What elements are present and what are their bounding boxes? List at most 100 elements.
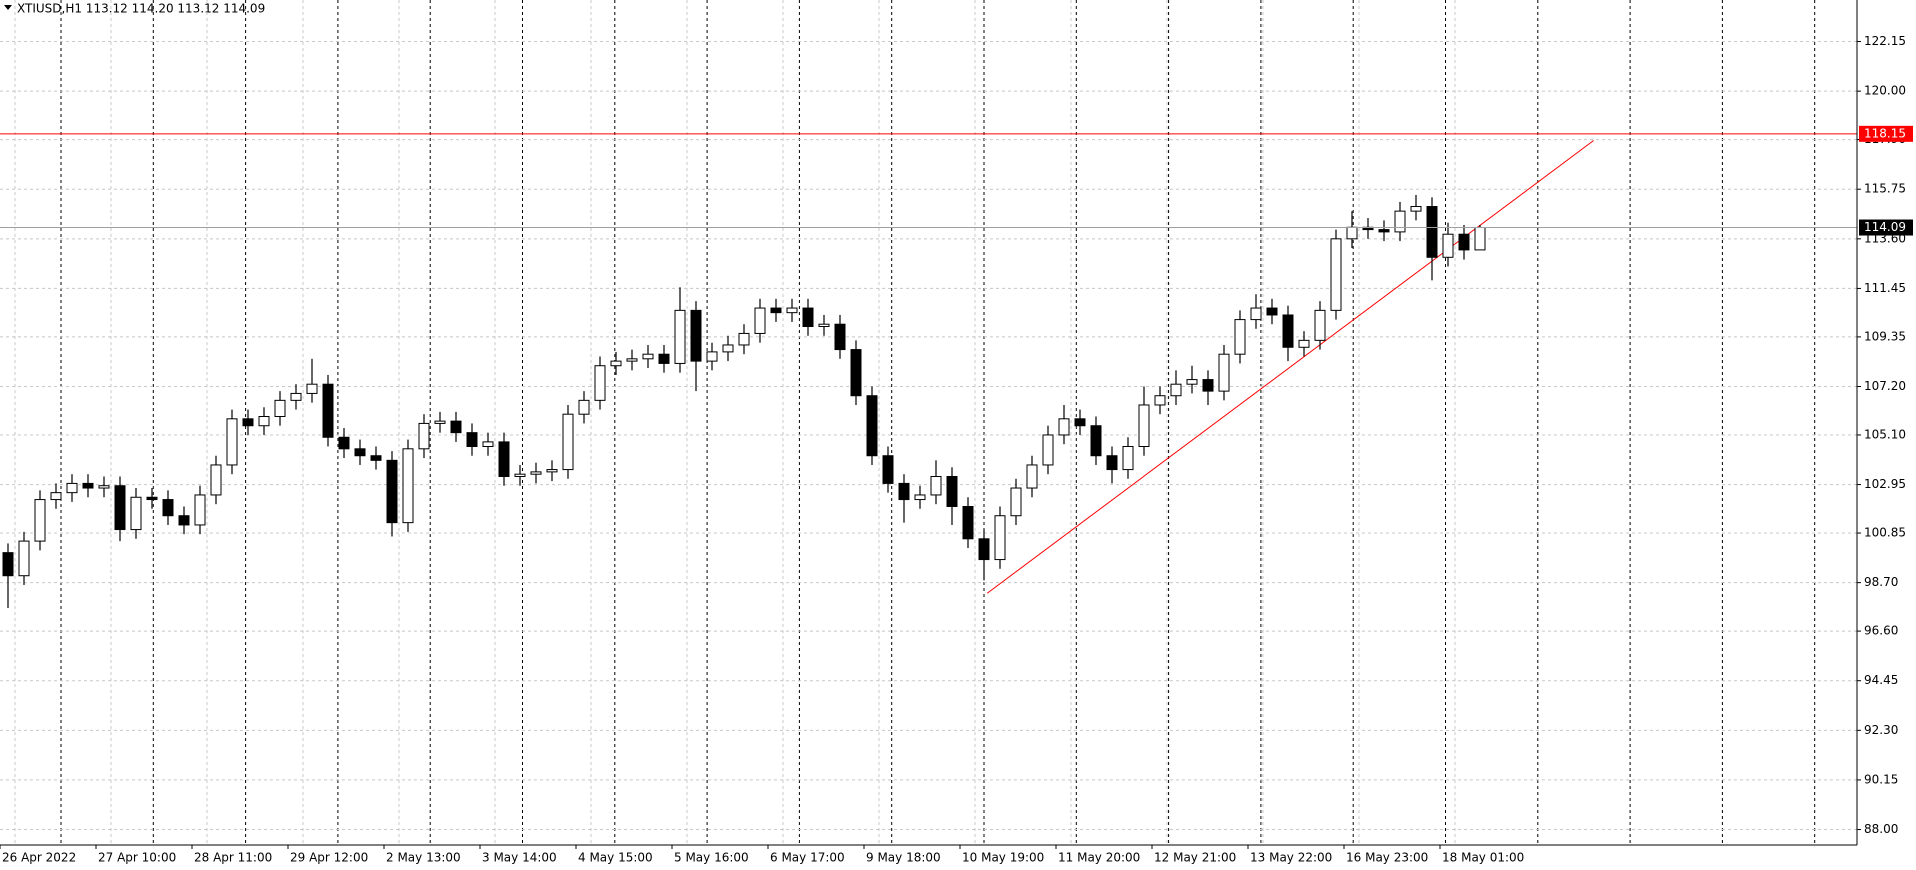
x-tick-label: 27 Apr 10:00 (98, 851, 176, 865)
candle-body (386, 459, 398, 524)
x-tick-label: 12 May 21:00 (1154, 851, 1236, 865)
candle-body (1026, 464, 1038, 489)
x-tick-label: 29 Apr 12:00 (290, 851, 368, 865)
candle-body (514, 473, 526, 477)
candle-body (994, 515, 1006, 561)
candle-body (530, 471, 542, 475)
candle-body (1266, 307, 1278, 316)
candle-body (418, 422, 430, 450)
candle-body (1218, 353, 1230, 392)
candle-body (114, 485, 126, 531)
x-tick-label: 28 Apr 11:00 (194, 851, 272, 865)
y-tick-label: 122.15 (1864, 34, 1906, 48)
candle-body (690, 309, 702, 362)
menu-arrow[interactable] (4, 5, 12, 10)
x-tick-label: 5 May 16:00 (674, 851, 749, 865)
x-tick-label: 3 May 14:00 (482, 851, 557, 865)
candle-body (658, 353, 670, 364)
candle-body (338, 436, 350, 450)
candle-body (482, 441, 494, 447)
y-tick-label: 98.70 (1864, 575, 1898, 589)
candle-body (1186, 379, 1198, 385)
candle-body (274, 399, 286, 418)
candle-body (722, 344, 734, 353)
candle-body (834, 323, 846, 351)
candle-body (1058, 418, 1070, 436)
candle-body (162, 499, 174, 517)
y-tick-label: 88.00 (1864, 822, 1898, 836)
candle-body (1010, 487, 1022, 517)
candle-body (1234, 319, 1246, 355)
candle-body (210, 464, 222, 496)
candle-body (466, 432, 478, 447)
candle-body (1074, 418, 1086, 427)
candle-body (498, 441, 510, 477)
candle-body (1426, 206, 1438, 258)
x-tick-label: 16 May 23:00 (1346, 851, 1428, 865)
x-tick-label: 10 May 19:00 (962, 851, 1044, 865)
candle-body (66, 482, 78, 494)
candle-body (242, 418, 254, 427)
candle-body (1090, 425, 1102, 457)
candle-body (962, 505, 974, 540)
candle-body (2, 552, 14, 577)
x-tick-label: 26 Apr 2022 (2, 851, 76, 865)
candle-body (82, 482, 94, 489)
y-tick-label: 107.20 (1864, 379, 1906, 393)
candle-body (130, 496, 142, 531)
candle-body (786, 307, 798, 314)
candle-body (978, 538, 990, 561)
candle-body (1202, 379, 1214, 392)
candle-body (402, 448, 414, 524)
y-tick-label: 109.35 (1864, 329, 1906, 343)
candle-body (818, 323, 830, 328)
x-tick-label: 4 May 15:00 (578, 851, 653, 865)
candle-body (1330, 238, 1342, 311)
chart-title: XTIUSD,H1 113.12 114.20 113.12 114.09 (17, 2, 265, 16)
y-tick-label: 96.60 (1864, 624, 1898, 638)
candle-body (1122, 445, 1134, 471)
candle-body (642, 353, 654, 360)
candle-body (1474, 227, 1486, 251)
candle-body (610, 360, 622, 367)
candle-body (562, 413, 574, 471)
candle-body (914, 494, 926, 501)
candle-body (802, 307, 814, 328)
candle-body (706, 351, 718, 362)
x-tick-label: 6 May 17:00 (770, 851, 845, 865)
candle-body (946, 475, 958, 507)
candle-body (34, 499, 46, 542)
y-tick-label: 92.30 (1864, 723, 1898, 737)
y-tick-label: 94.45 (1864, 673, 1898, 687)
candle-body (882, 455, 894, 484)
y-tick-label: 120.00 (1864, 84, 1906, 98)
candle-body (738, 332, 750, 346)
y-tick-label: 115.75 (1864, 182, 1906, 196)
candle-body (1154, 395, 1166, 406)
x-tick-label: 18 May 01:00 (1442, 851, 1524, 865)
candle-body (178, 515, 190, 526)
candle-body (146, 496, 158, 501)
candle-body (322, 383, 334, 438)
candle-body (1106, 455, 1118, 471)
candle-body (1298, 339, 1310, 348)
candle-body (194, 494, 206, 526)
x-tick-label: 11 May 20:00 (1058, 851, 1140, 865)
y-tick-label: 102.95 (1864, 477, 1906, 491)
candle-body (1170, 383, 1182, 397)
candle-body (674, 309, 686, 364)
candle-body (98, 485, 110, 489)
candle-body (546, 469, 558, 473)
trendline (986, 140, 1594, 594)
y-tick-label: 100.85 (1864, 526, 1906, 540)
candle-body (1378, 229, 1390, 233)
candle-body (1346, 226, 1358, 240)
candle-body (1458, 233, 1470, 251)
candle-body (290, 392, 302, 401)
candle-body (1042, 434, 1054, 466)
candle-body (306, 383, 318, 394)
candle-body (1410, 206, 1422, 212)
candle-body (594, 365, 606, 401)
